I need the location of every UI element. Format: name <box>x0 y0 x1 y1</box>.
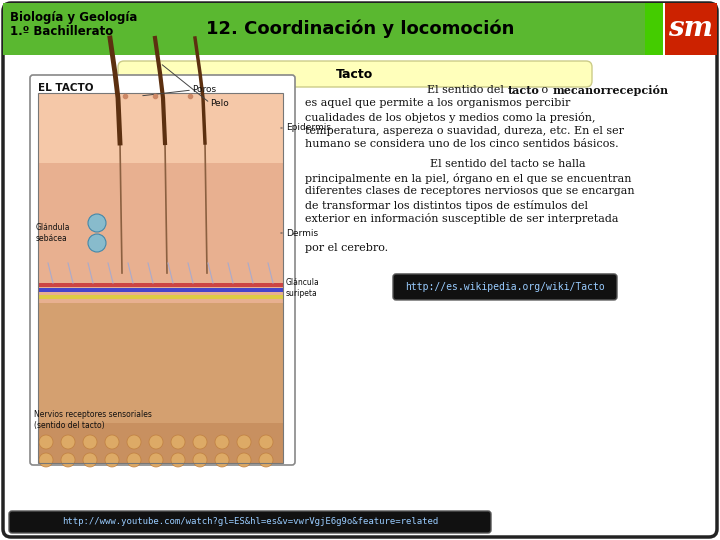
Text: por el cerebro.: por el cerebro. <box>305 243 388 253</box>
Circle shape <box>237 435 251 449</box>
Circle shape <box>127 453 141 467</box>
Bar <box>38 288 283 292</box>
Text: Poros: Poros <box>192 85 216 94</box>
Text: http://www.youtube.com/watch?gl=ES&hl=es&v=vwrVgjE6g9o&feature=related: http://www.youtube.com/watch?gl=ES&hl=es… <box>62 517 438 526</box>
Text: diferentes clases de receptores nerviosos que se encargan: diferentes clases de receptores nervioso… <box>305 186 634 196</box>
Text: Tacto: Tacto <box>336 68 374 80</box>
Text: http://es.wikipedia.org/wiki/Tacto: http://es.wikipedia.org/wiki/Tacto <box>405 282 605 292</box>
Text: Epidermis: Epidermis <box>286 124 331 132</box>
Text: temperatura, aspereza o suavidad, dureza, etc. En el ser: temperatura, aspereza o suavidad, dureza… <box>305 125 624 136</box>
Text: 1.º Bachillerato: 1.º Bachillerato <box>10 25 113 38</box>
Circle shape <box>39 435 53 449</box>
Circle shape <box>61 453 75 467</box>
FancyBboxPatch shape <box>3 3 717 55</box>
Text: principalmente en la piel, órgano en el que se encuentran: principalmente en la piel, órgano en el … <box>305 173 631 184</box>
Text: El sentido del tacto se halla: El sentido del tacto se halla <box>430 159 585 169</box>
Circle shape <box>171 435 185 449</box>
Text: Gláncula
suripeta: Gláncula suripeta <box>286 278 320 298</box>
Circle shape <box>105 453 119 467</box>
Text: Biología y Geología: Biología y Geología <box>10 11 138 24</box>
FancyBboxPatch shape <box>393 274 617 300</box>
Circle shape <box>61 435 75 449</box>
Circle shape <box>259 453 273 467</box>
Circle shape <box>39 453 53 467</box>
Circle shape <box>149 453 163 467</box>
Circle shape <box>105 435 119 449</box>
FancyBboxPatch shape <box>118 61 592 87</box>
Circle shape <box>83 453 97 467</box>
Circle shape <box>88 214 106 232</box>
Bar <box>38 303 283 423</box>
Bar <box>38 423 283 463</box>
Bar <box>3 29 717 55</box>
Circle shape <box>215 435 229 449</box>
Text: sm: sm <box>668 16 714 43</box>
Bar <box>38 163 283 303</box>
Bar <box>663 3 665 55</box>
Circle shape <box>83 435 97 449</box>
Circle shape <box>193 453 207 467</box>
Text: mecanorrecepción: mecanorrecepción <box>552 85 669 96</box>
Bar <box>38 93 283 163</box>
Circle shape <box>259 435 273 449</box>
FancyBboxPatch shape <box>9 511 491 533</box>
Text: de transformar los distintos tipos de estímulos del: de transformar los distintos tipos de es… <box>305 200 588 211</box>
FancyBboxPatch shape <box>30 75 295 465</box>
Text: es aquel que permite a los organismos percibir: es aquel que permite a los organismos pe… <box>305 98 570 109</box>
FancyBboxPatch shape <box>3 3 717 537</box>
Text: cualidades de los objetos y medios como la presión,: cualidades de los objetos y medios como … <box>305 112 595 123</box>
Circle shape <box>88 234 106 252</box>
Circle shape <box>215 453 229 467</box>
Text: o: o <box>538 85 551 95</box>
Text: Pelo: Pelo <box>210 98 229 107</box>
Text: 12. Coordinación y locomoción: 12. Coordinación y locomoción <box>206 20 514 38</box>
Circle shape <box>171 453 185 467</box>
Bar <box>38 295 283 299</box>
Text: Nervios receptores sensoriales
(sentido del tacto): Nervios receptores sensoriales (sentido … <box>34 410 152 430</box>
Circle shape <box>127 435 141 449</box>
Bar <box>665 3 717 55</box>
Text: Dermis: Dermis <box>286 228 318 238</box>
Bar <box>38 93 283 463</box>
Text: humano se considera uno de los cinco sentidos básicos.: humano se considera uno de los cinco sen… <box>305 139 618 149</box>
Text: exterior en información susceptible de ser interpretada: exterior en información susceptible de s… <box>305 213 618 224</box>
Circle shape <box>237 453 251 467</box>
Text: tacto: tacto <box>508 85 539 96</box>
Text: El sentido del: El sentido del <box>427 85 508 95</box>
Bar <box>645 3 663 55</box>
Bar <box>3 3 717 55</box>
Circle shape <box>193 435 207 449</box>
Bar <box>38 283 283 287</box>
Text: Glándula
sebácea: Glándula sebácea <box>36 223 71 243</box>
Circle shape <box>149 435 163 449</box>
Text: EL TACTO: EL TACTO <box>38 83 94 93</box>
